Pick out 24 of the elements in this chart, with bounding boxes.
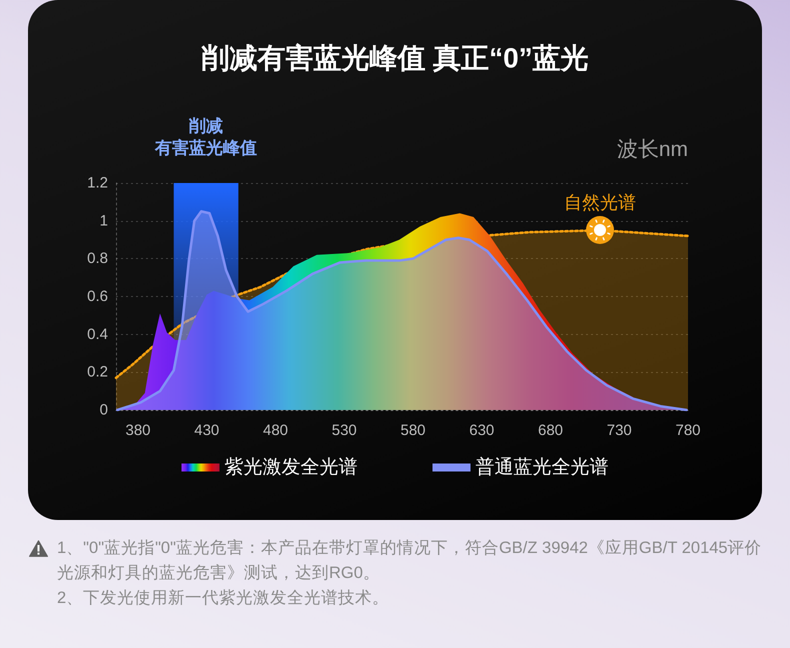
text: 1、"0"蓝光指"0"蓝光危害：本产品在带灯罩的情况下，符合GB/Z 39942《应用GB/T 20145评价光源和灯具的蓝光危害》测试，达到RG0。 xyxy=(57,538,763,584)
x-tick-label: 730 xyxy=(606,422,632,439)
y-tick-label: 0.2 xyxy=(87,364,108,381)
y-tick-label: 0.4 xyxy=(87,326,108,343)
x-tick-label: 480 xyxy=(262,422,288,439)
text: 2、下发光使用新一代紫光激发全光谱技术。 xyxy=(57,588,390,609)
y-tick-label: 1 xyxy=(100,212,108,230)
x-tick-label: 430 xyxy=(194,422,220,439)
x-tick-label: 780 xyxy=(675,422,701,439)
chart-title: 削减有害蓝光峰值 真正“0”蓝光 xyxy=(200,42,589,74)
y-tick-label: 0.8 xyxy=(87,250,108,268)
x-tick-label: 530 xyxy=(332,422,357,439)
x-tick-label: 680 xyxy=(538,422,564,439)
y-tick-label: 1.2 xyxy=(87,174,108,192)
y-tick-label: 0.6 xyxy=(87,288,108,305)
x-tick-label: 380 xyxy=(125,422,151,439)
x-tick-label: 630 xyxy=(469,422,494,439)
x-axis-title: 波长nm xyxy=(616,138,688,161)
y-tick-label: 0 xyxy=(100,402,108,418)
legend-label: 紫光激发全光谱 xyxy=(224,456,358,478)
legend-label: 普通蓝光全光谱 xyxy=(476,456,608,478)
x-tick-label: 580 xyxy=(400,422,426,439)
band-label: 削减有害蓝光峰值 xyxy=(154,116,258,158)
annotation: 自然光谱 xyxy=(564,192,636,212)
